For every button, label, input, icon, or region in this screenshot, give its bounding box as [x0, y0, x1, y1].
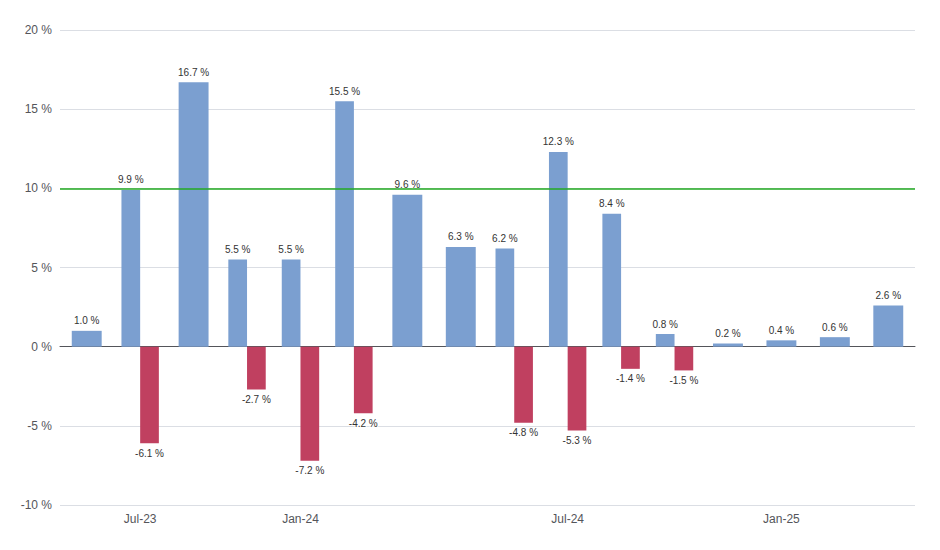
svg-text:9.6 %: 9.6 %	[394, 179, 421, 191]
svg-text:0.6 %: 0.6 %	[822, 322, 848, 333]
svg-text:9.9 %: 9.9 %	[118, 174, 144, 185]
svg-text:20 %: 20 %	[25, 23, 53, 37]
svg-text:Jul-24: Jul-24	[551, 512, 584, 526]
svg-text:-1.4 %: -1.4 %	[616, 373, 645, 384]
svg-text:Jan-25: Jan-25	[763, 512, 800, 526]
svg-text:5.5 %: 5.5 %	[278, 244, 304, 255]
svg-text:6.3 %: 6.3 %	[448, 231, 474, 242]
svg-text:6.2 %: 6.2 %	[492, 233, 518, 244]
svg-text:0 %: 0 %	[31, 340, 52, 354]
svg-text:5.5 %: 5.5 %	[225, 244, 251, 255]
svg-text:16.7 %: 16.7 %	[178, 67, 209, 78]
svg-text:15.5 %: 15.5 %	[329, 86, 360, 97]
svg-text:-4.2 %: -4.2 %	[349, 418, 378, 429]
svg-text:2.6 %: 2.6 %	[875, 290, 901, 301]
svg-text:Jul-23: Jul-23	[124, 512, 157, 526]
svg-text:-5.3 %: -5.3 %	[563, 435, 592, 446]
svg-text:-6.1 %: -6.1 %	[135, 448, 164, 459]
svg-text:-10 %: -10 %	[21, 498, 53, 512]
svg-text:10 %: 10 %	[25, 181, 53, 195]
svg-text:-2.7 %: -2.7 %	[242, 394, 271, 405]
svg-text:15 %: 15 %	[25, 102, 53, 116]
svg-text:-4.8 %: -4.8 %	[509, 427, 538, 438]
svg-text:-7.2 %: -7.2 %	[295, 465, 324, 476]
svg-text:0.4 %: 0.4 %	[769, 325, 795, 336]
svg-text:-5 %: -5 %	[27, 419, 52, 433]
svg-text:Jan-24: Jan-24	[282, 512, 319, 526]
svg-text:0.2 %: 0.2 %	[715, 328, 741, 339]
svg-text:12.3 %: 12.3 %	[543, 136, 574, 147]
svg-text:-1.5 %: -1.5 %	[669, 375, 698, 386]
svg-text:5 %: 5 %	[31, 261, 52, 275]
svg-text:0.8 %: 0.8 %	[652, 319, 678, 330]
svg-text:8.4 %: 8.4 %	[599, 198, 625, 209]
svg-text:1.0 %: 1.0 %	[74, 315, 100, 326]
